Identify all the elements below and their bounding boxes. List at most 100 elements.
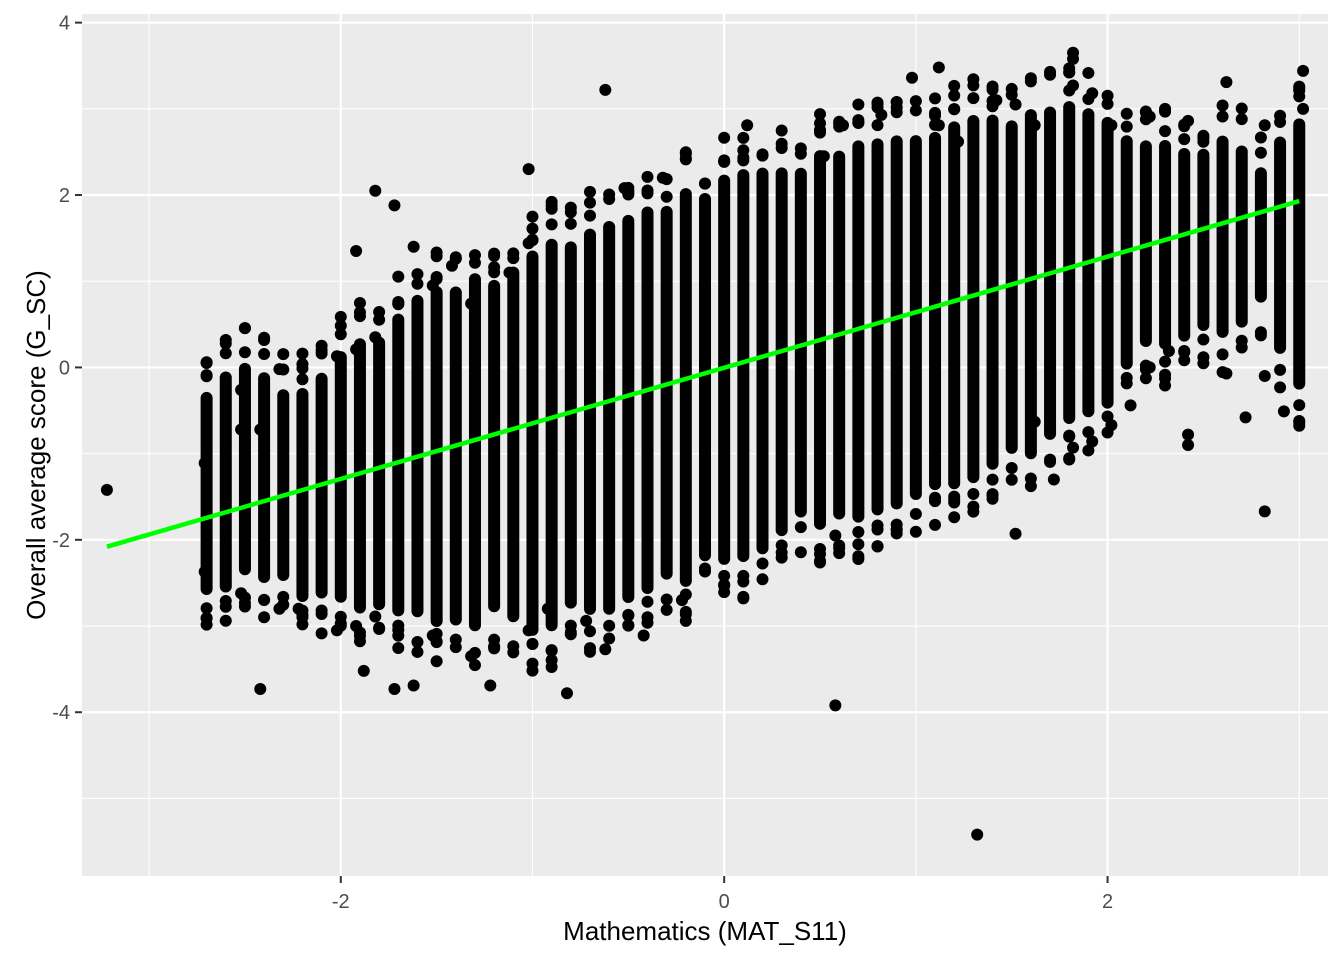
outlier-point: [837, 119, 850, 132]
outlier-point: [1009, 527, 1022, 540]
outlier-point: [235, 587, 248, 600]
outlier-point: [350, 343, 363, 356]
x-axis: -2 0 2: [332, 876, 1113, 913]
outlier-point: [198, 457, 211, 470]
data-point: [909, 525, 922, 538]
x-tick-label: 0: [719, 891, 730, 913]
outlier-point: [1028, 119, 1041, 132]
data-point: [909, 104, 922, 117]
outlier-point: [1105, 419, 1118, 432]
outlier-point: [254, 423, 267, 436]
outlier-point: [875, 108, 888, 121]
data-point: [1120, 371, 1133, 384]
data-point: [1197, 357, 1210, 370]
data-point: [718, 578, 731, 591]
outlier-point: [522, 163, 535, 176]
data-point: [814, 108, 827, 121]
data-point: [507, 252, 520, 265]
outlier-point: [1143, 361, 1156, 374]
data-point: [238, 596, 251, 609]
data-point: [852, 98, 865, 111]
data-point: [1159, 102, 1172, 115]
data-point: [737, 151, 750, 164]
data-point: [1274, 363, 1287, 376]
outlier-point: [1143, 110, 1156, 123]
data-point: [909, 95, 922, 108]
data-point: [603, 619, 616, 632]
data-point: [641, 170, 654, 183]
outlier-point: [1258, 119, 1271, 132]
data-point: [1024, 72, 1037, 85]
data-point: [392, 642, 405, 655]
data-point: [852, 117, 865, 130]
data-point: [1178, 344, 1191, 357]
data-point: [622, 619, 635, 632]
data-point: [258, 593, 271, 606]
outlier-point: [580, 614, 593, 627]
data-point: [1159, 372, 1172, 385]
data-point: [890, 101, 903, 114]
outlier-point: [618, 182, 631, 195]
data-point: [948, 490, 961, 503]
data-point: [814, 126, 827, 139]
data-point: [1293, 84, 1306, 97]
data-point: [353, 296, 366, 309]
data-point: [334, 328, 347, 341]
data-point: [1216, 348, 1229, 361]
data-point: [1063, 66, 1076, 79]
data-point: [967, 500, 980, 513]
outlier-point: [952, 135, 965, 148]
outlier-point: [599, 83, 612, 96]
outlier-point: [330, 624, 343, 637]
data-point: [929, 518, 942, 531]
data-point: [737, 569, 750, 582]
data-point: [909, 507, 922, 520]
data-point: [1254, 329, 1267, 342]
data-point: [833, 547, 846, 560]
outlier-point: [369, 184, 382, 197]
data-point: [814, 543, 827, 556]
y-tick-label: -2: [52, 530, 70, 552]
data-point: [660, 593, 673, 606]
y-tick-label: -4: [52, 702, 70, 724]
data-point: [526, 637, 539, 650]
outlier-point: [1067, 79, 1080, 92]
outlier-point: [1105, 119, 1118, 132]
data-point: [948, 511, 961, 524]
data-point: [1254, 146, 1267, 159]
outlier-point: [1258, 505, 1271, 518]
data-point: [411, 645, 424, 658]
data-point: [392, 296, 405, 309]
data-point: [526, 210, 539, 223]
outlier-point: [656, 171, 669, 184]
data-point: [794, 147, 807, 160]
data-point: [1254, 131, 1267, 144]
outlier-point: [522, 237, 535, 250]
data-point: [258, 348, 271, 361]
data-point: [545, 199, 558, 212]
data-point: [603, 193, 616, 206]
data-point: [488, 261, 501, 274]
data-point: [488, 633, 501, 646]
data-point: [929, 491, 942, 504]
outlier-point: [388, 199, 401, 212]
outlier-point: [407, 240, 420, 253]
data-point: [200, 602, 213, 615]
data-point: [679, 614, 692, 627]
outlier-point: [357, 664, 370, 677]
outlier-point: [1182, 428, 1195, 441]
data-point: [737, 590, 750, 603]
data-point: [1101, 89, 1114, 102]
data-point: [373, 622, 386, 635]
data-point: [1159, 355, 1172, 368]
data-point: [756, 149, 769, 162]
data-point: [1044, 68, 1057, 81]
data-point: [775, 546, 788, 559]
outlier-point: [465, 650, 478, 663]
outlier-point: [1220, 367, 1233, 380]
outlier-point: [292, 602, 305, 615]
data-point: [948, 79, 961, 92]
data-point: [1216, 99, 1229, 112]
x-axis-title: Mathematics (MAT_S11): [563, 916, 847, 946]
data-point: [1274, 381, 1287, 394]
